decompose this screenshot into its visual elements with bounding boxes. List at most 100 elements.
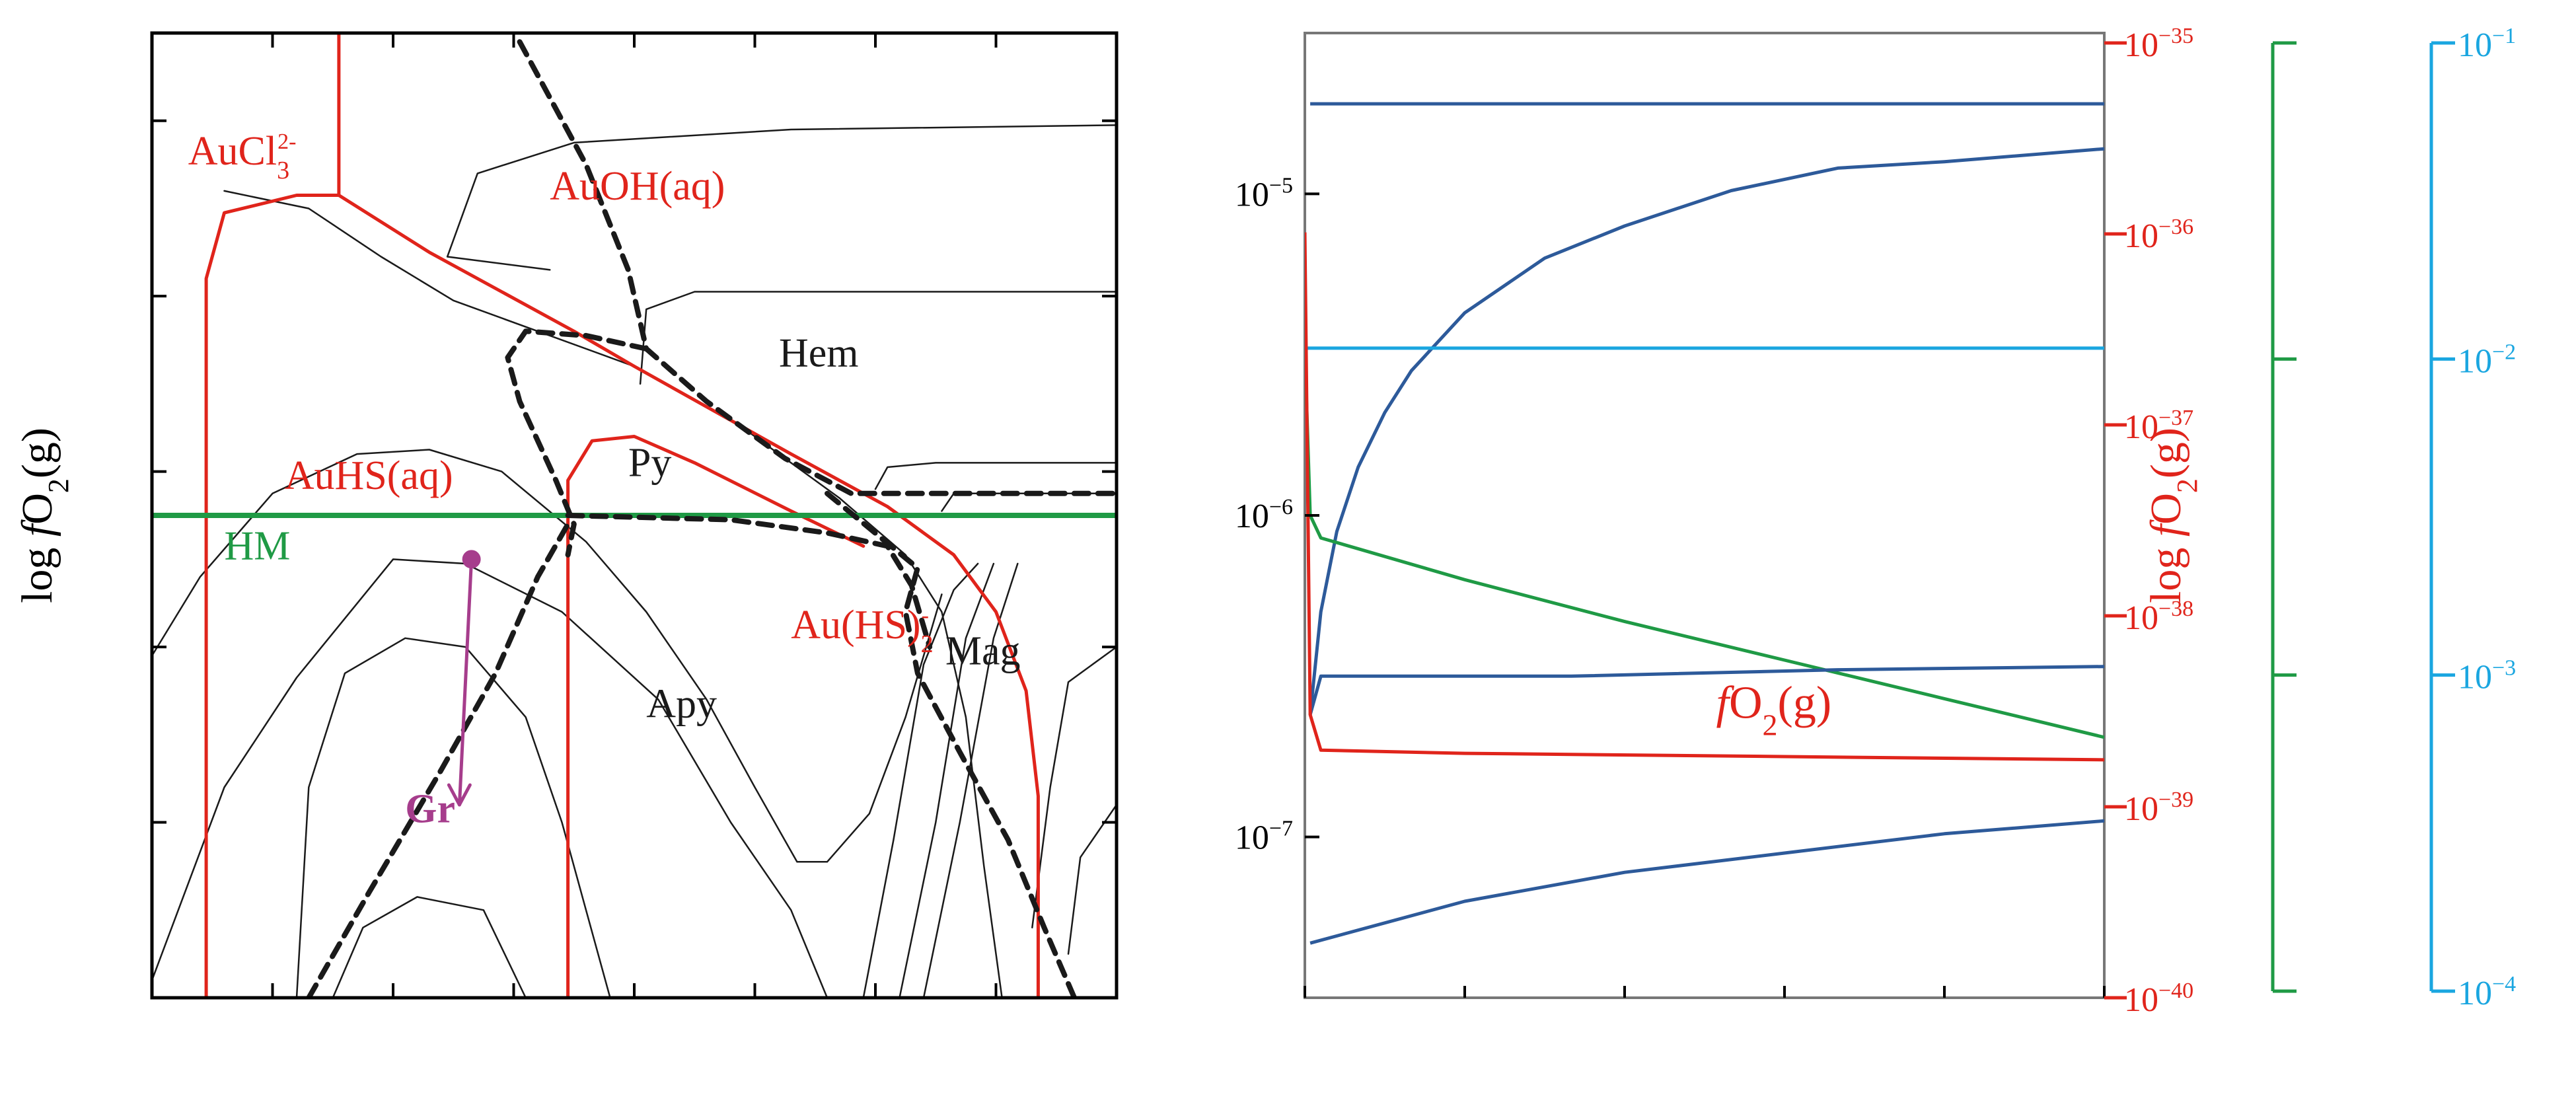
field-label-sup: 2- xyxy=(277,130,296,154)
field-label-base: Au(HS) xyxy=(791,603,920,648)
panel-b: 10−510−610−710−3510−3610−3710−3810−3910−… xyxy=(1235,24,2516,1019)
fo2-tick-label: 10−35 xyxy=(2124,24,2193,64)
tick-base: 10 xyxy=(2124,981,2158,1019)
reaction-path-arrowhead xyxy=(447,783,472,807)
series-auoh-aq-auhs-aq-boundary xyxy=(337,194,1040,998)
tick-base: 10 xyxy=(2458,975,2492,1012)
series-au-solubility-corner xyxy=(1067,803,1117,955)
fo2-tick-label: 10−39 xyxy=(2124,788,2193,828)
tick-exp: −4 xyxy=(2492,972,2516,996)
fo2-tick-label: 10−40 xyxy=(2124,979,2193,1019)
s-tick-label: 10−1 xyxy=(2458,24,2516,64)
s-tick-label: 10−3 xyxy=(2458,655,2516,696)
tick-base: 10 xyxy=(2458,342,2492,380)
series-aucl3-2-auhs-aq-boundary xyxy=(204,194,341,998)
field-label-au-hs: Au(HS)2- xyxy=(791,603,933,658)
fo2-o: O xyxy=(1729,678,1763,729)
field-label-base: Hem xyxy=(779,330,859,375)
field-label-mag: Mag xyxy=(945,629,1021,674)
tick-exp: −3 xyxy=(2492,655,2516,680)
s-tick-label: 10−4 xyxy=(2458,972,2516,1012)
series-au-solubility-1-ppb xyxy=(332,896,527,998)
field-label-sub: 2 xyxy=(921,630,934,658)
tick-exp: −5 xyxy=(1269,173,1293,198)
tick-exp: −2 xyxy=(2492,340,2516,364)
fo2-tick-label: 10−36 xyxy=(2124,215,2193,255)
series-aucl3-2-vertical xyxy=(216,33,341,197)
field-label-sup: - xyxy=(922,603,929,628)
series-au-solubility-hem xyxy=(874,462,1117,490)
field-label-base: Mag xyxy=(945,629,1021,674)
tick-base: 10 xyxy=(2458,659,2492,696)
field-label-py: Py xyxy=(628,440,671,485)
field-label-sub: 3 xyxy=(277,157,289,184)
tick-exp: −36 xyxy=(2158,215,2193,239)
field-label-base: AuHS(aq) xyxy=(285,453,453,498)
field-label-hm: HM xyxy=(225,523,291,568)
fo2-label-g: (g) xyxy=(2142,428,2190,478)
series-au-solubility-100-ppb xyxy=(223,190,1003,998)
plot-frame-b xyxy=(1304,32,2106,999)
tick-base: 10 xyxy=(1235,176,1269,213)
annotation-fo2: fO2(g) xyxy=(1716,678,1832,742)
series-au xyxy=(1308,665,2104,716)
tick-base: 10 xyxy=(1235,498,1269,535)
field-label-base: AuOH(aq) xyxy=(550,164,725,209)
y-tick-label: 10−7 xyxy=(1235,816,1293,856)
fo2-tick-label: 10−37 xyxy=(2124,406,2193,446)
field-label-aucl: AuCl3 2- xyxy=(188,129,297,184)
contour-label-anchor xyxy=(968,910,981,911)
tick-base: 10 xyxy=(1235,819,1269,857)
tick-exp: −7 xyxy=(1269,816,1293,840)
series-au-solubility-outer xyxy=(152,558,828,998)
series-au-solubility-far-right xyxy=(922,562,1019,998)
tick-base: 10 xyxy=(2124,599,2158,637)
field-label-apy: Apy xyxy=(646,681,717,726)
field-label-auhs-aq: AuHS(aq) xyxy=(285,453,453,498)
series-au-solubility-10-ppb-top xyxy=(639,291,1117,385)
fo2-label-sub: 2 xyxy=(2171,478,2203,493)
series-apy-gr-boundary xyxy=(306,521,571,998)
tick-exp: −38 xyxy=(2158,597,2193,621)
s-tick-label: 10−2 xyxy=(2458,340,2516,380)
series-quartz xyxy=(1308,147,2104,715)
series-au-solubility-top-loop xyxy=(446,124,1117,271)
series-py-hem-boundary xyxy=(517,39,1117,496)
fo2-sub: 2 xyxy=(1763,708,1778,741)
tick-exp: −1 xyxy=(2492,24,2516,48)
series-au-solubility-edge xyxy=(1031,646,1117,929)
series-au-solubility-100-ppb-inner xyxy=(152,449,943,863)
tick-exp: −35 xyxy=(2158,24,2193,48)
fo2-tick-label: 10−38 xyxy=(2124,597,2193,637)
tick-base: 10 xyxy=(2124,26,2158,64)
series-ph xyxy=(1305,348,2104,739)
tick-exp: −6 xyxy=(1269,495,1293,519)
fo2-axis-title: log fO2(g) xyxy=(2142,428,2203,603)
panel-a: log fO2(g)AuCl32-AuOH(aq)AuHS(aq)Au(HS)2… xyxy=(13,31,1119,1000)
series-reaction-path xyxy=(457,557,474,807)
series-py-field-boundary xyxy=(505,328,649,558)
fo2-label-log: log xyxy=(2142,537,2190,603)
series-au-solubility-10-ppb xyxy=(295,637,611,998)
series-kaolinite xyxy=(1309,819,2104,945)
tick-exp: −40 xyxy=(2158,979,2193,1003)
ylabel-log: log xyxy=(13,537,61,603)
field-label-base: Py xyxy=(628,440,671,485)
ylabel-o: O xyxy=(13,493,61,525)
reaction-path-start-point xyxy=(462,550,481,569)
series-group-a xyxy=(152,33,1117,998)
tick-base: 10 xyxy=(2124,217,2158,255)
field-label-hem: Hem xyxy=(779,330,859,375)
fo2-g: (g) xyxy=(1778,678,1832,729)
tick-base: 10 xyxy=(2124,790,2158,828)
series-apy-mag-boundary xyxy=(825,490,1078,998)
series-au-solubility-10-ppb-right xyxy=(862,562,979,998)
field-label-auoh-aq: AuOH(aq) xyxy=(550,164,725,209)
ylabel-sub: 2 xyxy=(42,478,75,493)
series-au-hs-2-boundary xyxy=(566,435,865,998)
y-axis-title-a: log fO2(g) xyxy=(13,428,75,603)
field-label-base: Apy xyxy=(646,681,717,726)
field-label-base: AuCl xyxy=(188,129,277,174)
ylabel-g: (g) xyxy=(13,428,61,478)
